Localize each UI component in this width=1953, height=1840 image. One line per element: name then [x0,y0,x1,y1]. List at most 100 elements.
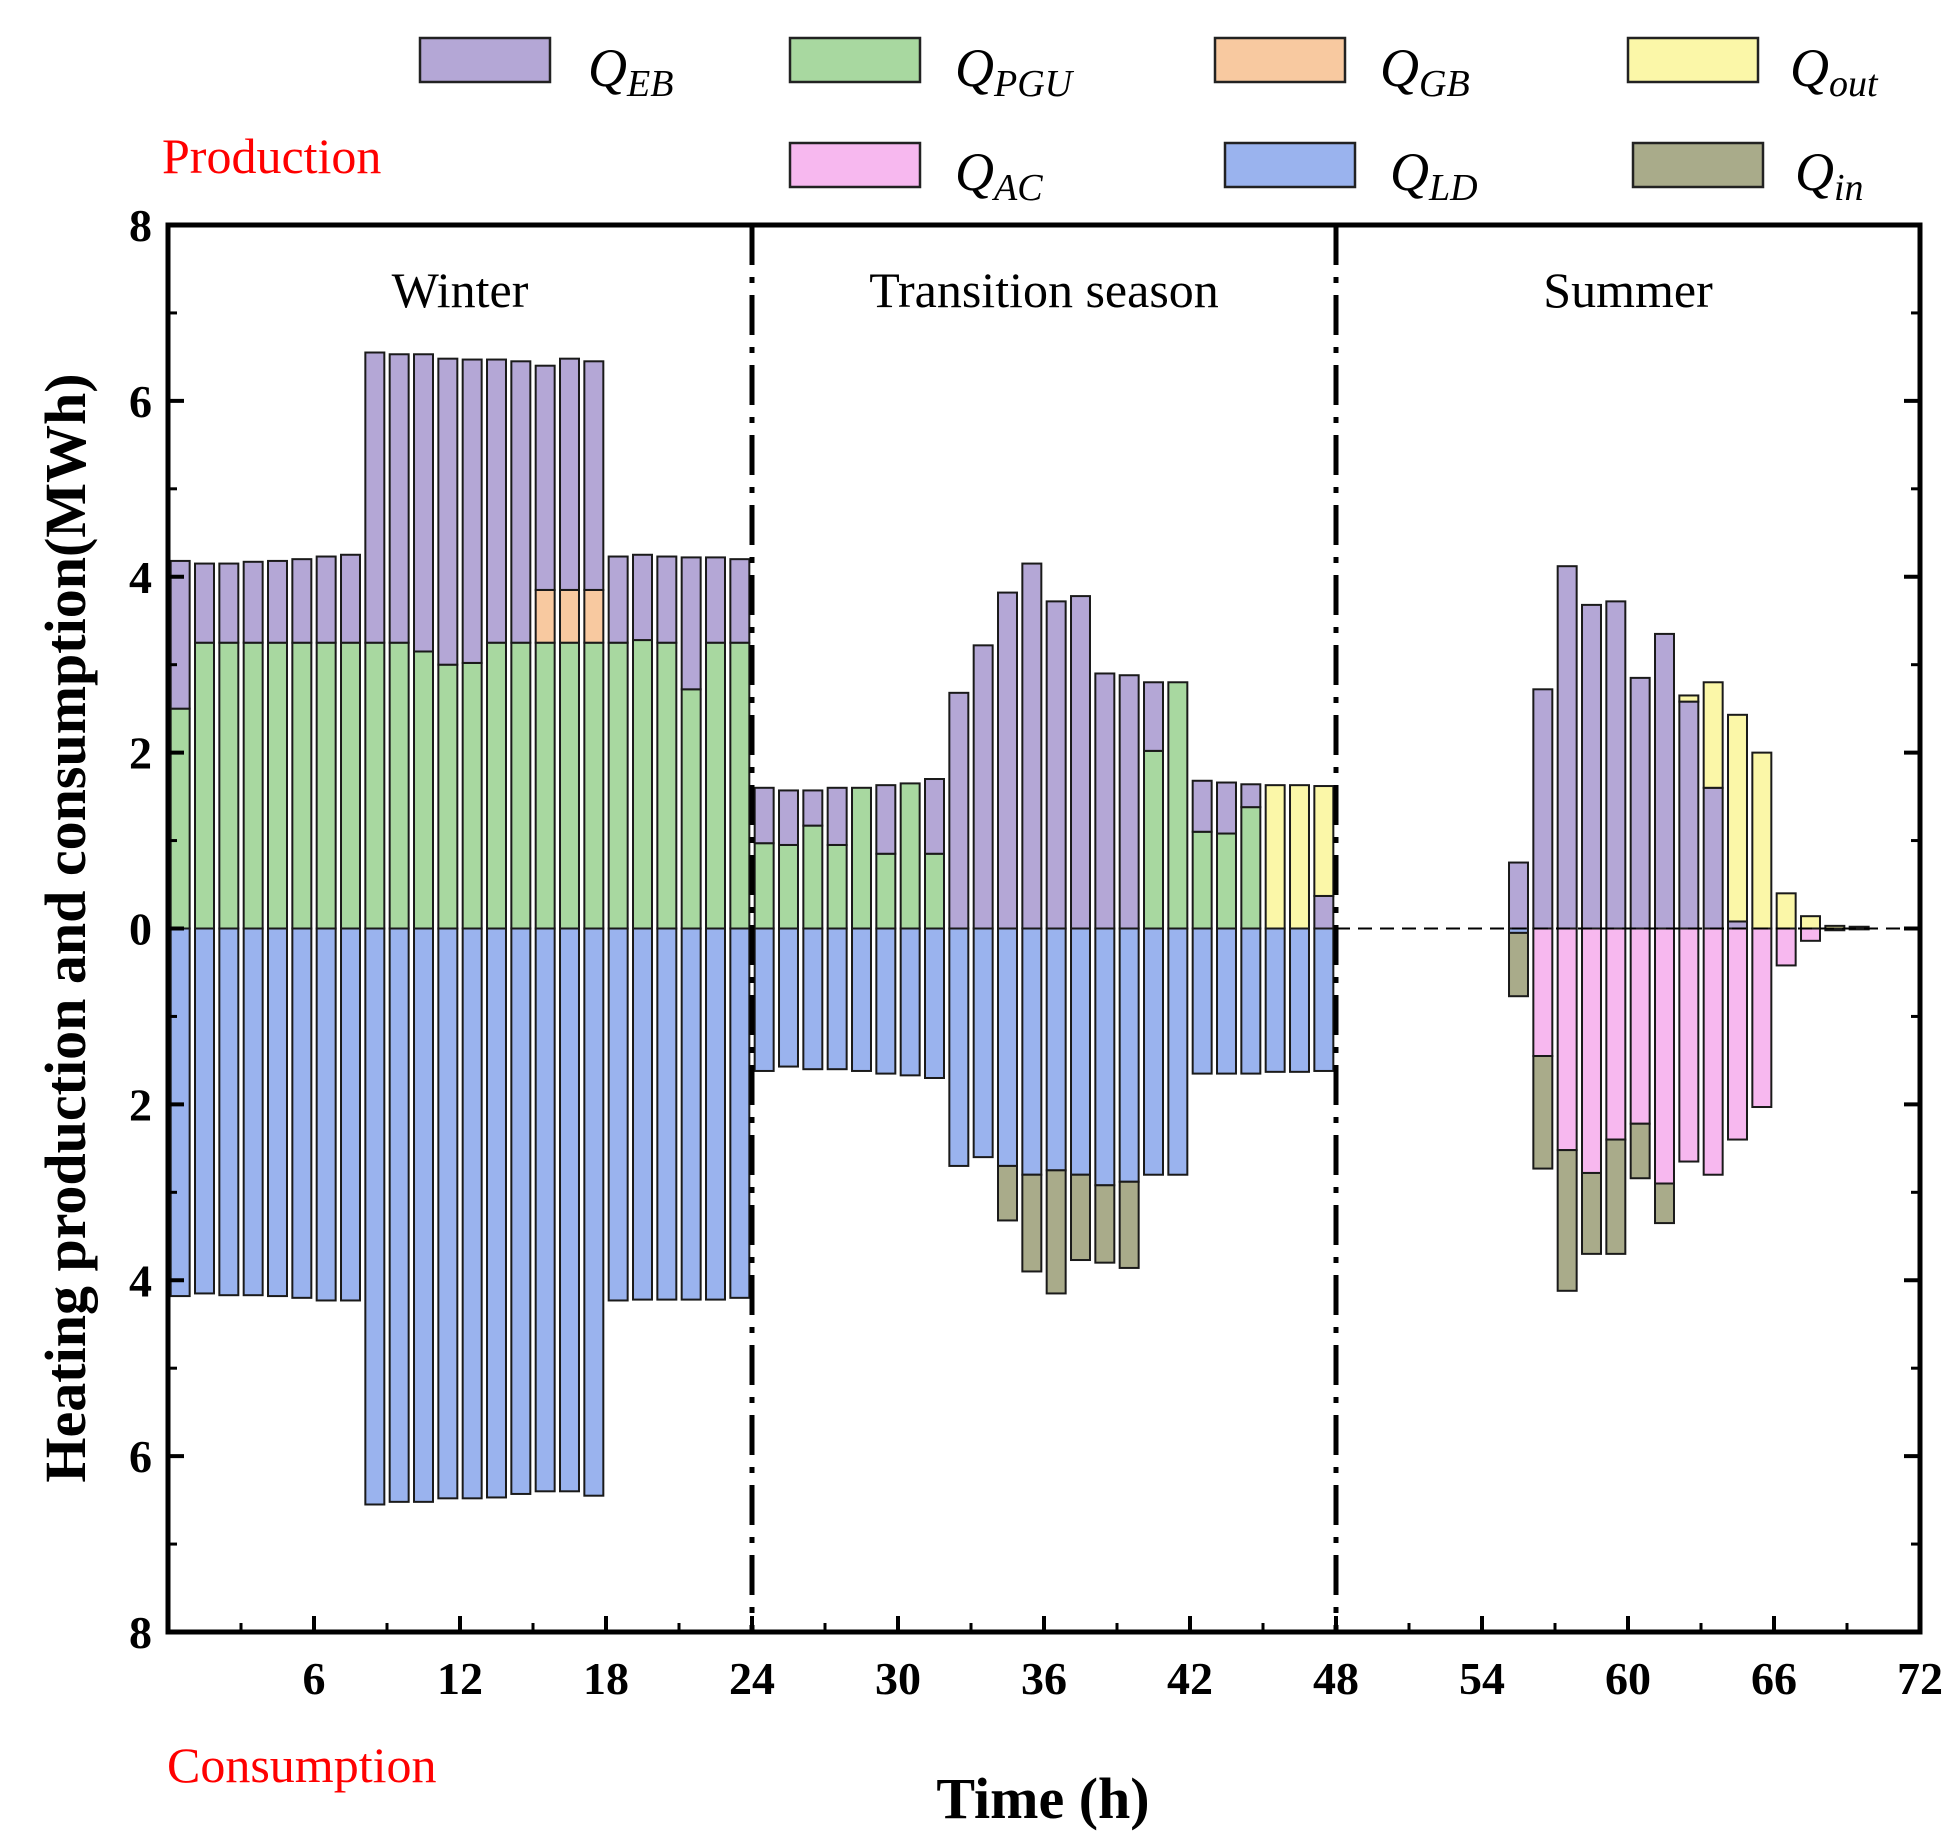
bar-EB-h40 [1118,674,1140,930]
consumption-label: Consumption [167,1737,436,1793]
y-tick-label: 0 [129,904,152,955]
bar-LD-h3 [218,927,240,1297]
bar-LD-h24 [729,927,751,1299]
bar-LD-h41 [1143,927,1164,1176]
y-tick-label: 4 [129,1255,152,1306]
y-tick-label: 2 [129,728,152,779]
bar-in-h40 [1118,1180,1140,1269]
bar-in-h36 [1021,1173,1043,1273]
bar-LD-h38 [1070,927,1091,1176]
bar-LD-h42 [1167,927,1189,1176]
bar-EB-h11 [413,353,434,653]
x-tick-label-6: 6 [303,1653,326,1704]
legend-label-EB: QEB [588,38,673,105]
bar-EB-h14 [486,358,507,644]
bar-LD-h16 [534,927,556,1493]
bar-PGU-h26 [778,843,799,930]
bar-out-h68 [1800,915,1821,930]
bar-PGU-h12 [437,663,459,930]
bar-PGU-h4 [242,641,264,930]
bar-in-h59 [1581,1171,1602,1255]
legend-label-AC: QAC [955,142,1043,209]
bar-EB-h13 [461,358,483,664]
bar-LD-h46 [1264,927,1286,1073]
y-tick-label: 8 [129,1607,152,1658]
bar-LD-h39 [1094,927,1116,1187]
x-tick-label-24: 24 [729,1653,775,1704]
legend: QEB QPGU QGB Qout QAC QLD Qin [418,36,1879,209]
bar-out-h46 [1264,784,1286,930]
bar-EB-h58 [1556,565,1578,930]
bar-PGU-h9 [364,641,386,930]
legend-swatch-LD [1223,141,1357,189]
legend-label-GB: QGB [1380,38,1470,105]
bar-PGU-h32 [924,852,945,930]
bar-LD-h10 [388,927,410,1503]
x-axis-title: Time (h) [936,1766,1149,1831]
bar-EB-h21 [656,555,678,644]
bar-LD-h23 [705,927,726,1301]
bar-AC-h65 [1727,927,1748,1141]
bar-LD-h20 [632,927,653,1301]
bar-PGU-h5 [267,641,288,930]
bar-EB-h33 [948,691,970,930]
bar-LD-h37 [1045,927,1067,1172]
bar-in-h62 [1654,1182,1675,1225]
bar-LD-h40 [1118,927,1140,1183]
bar-LD-h12 [437,927,459,1500]
bar-GB-h17 [559,588,580,644]
legend-label-LD: QLD [1390,142,1478,209]
bar-LD-h4 [242,927,264,1297]
bar-EB-h3 [218,562,240,644]
bar-PGU-h6 [291,641,313,930]
bar-EB-h63 [1678,700,1700,930]
bar-LD-h34 [972,927,994,1159]
bar-LD-h31 [899,927,921,1077]
bar-AC-h64 [1702,927,1724,1176]
bar-PGU-h18 [583,641,605,930]
production-label: Production [162,128,381,184]
bar-EB-h2 [194,562,215,644]
bar-LD-h18 [583,927,605,1497]
bar-EB-h20 [632,553,653,642]
bar-EB-h34 [972,644,994,930]
bar-EB-h48 [1313,894,1335,930]
bar-PGU-h14 [486,641,507,930]
bar-PGU-h29 [851,786,872,930]
overlay: Winter Transition season Summer [392,225,1920,1632]
bar-EB-h32 [924,778,945,855]
bar-out-h63 [1678,694,1700,703]
bar-PGU-h24 [729,641,751,930]
x-tick-label-60: 60 [1605,1653,1651,1704]
bar-LD-h32 [924,927,945,1079]
bar-PGU-h23 [705,641,726,930]
bar-EB-h27 [802,789,824,827]
bar-AC-h67 [1775,927,1797,967]
bar-PGU-h25 [753,842,775,930]
x-tick-label-12: 12 [437,1653,483,1704]
bar-PGU-h3 [218,641,240,930]
bar-PGU-h2 [194,641,215,930]
bar-LD-h5 [267,927,288,1298]
bar-in-h57 [1532,1055,1554,1170]
bar-LD-h28 [826,927,848,1071]
y-tick-label: 6 [129,1431,152,1482]
bar-AC-h63 [1678,927,1700,1163]
legend-swatch-EB [418,36,552,84]
period-label-2: Summer [1543,262,1713,318]
bar-PGU-h8 [340,641,361,930]
bar-AC-h60 [1605,927,1627,1141]
bar-LD-h44 [1216,927,1237,1075]
bar-PGU-h31 [899,782,921,930]
bar-EB-h35 [997,591,1018,930]
bar-PGU-h7 [315,641,337,930]
x-tick-label-30: 30 [875,1653,921,1704]
bar-PGU-h20 [632,639,653,930]
bar-EB-h37 [1045,600,1067,930]
bar-LD-h45 [1240,927,1262,1075]
bar-LD-h21 [656,927,678,1301]
period-label-1: Transition season [869,262,1219,318]
bar-EB-h26 [778,789,799,846]
bar-EB-h61 [1629,676,1651,930]
bar-out-h47 [1289,784,1310,930]
